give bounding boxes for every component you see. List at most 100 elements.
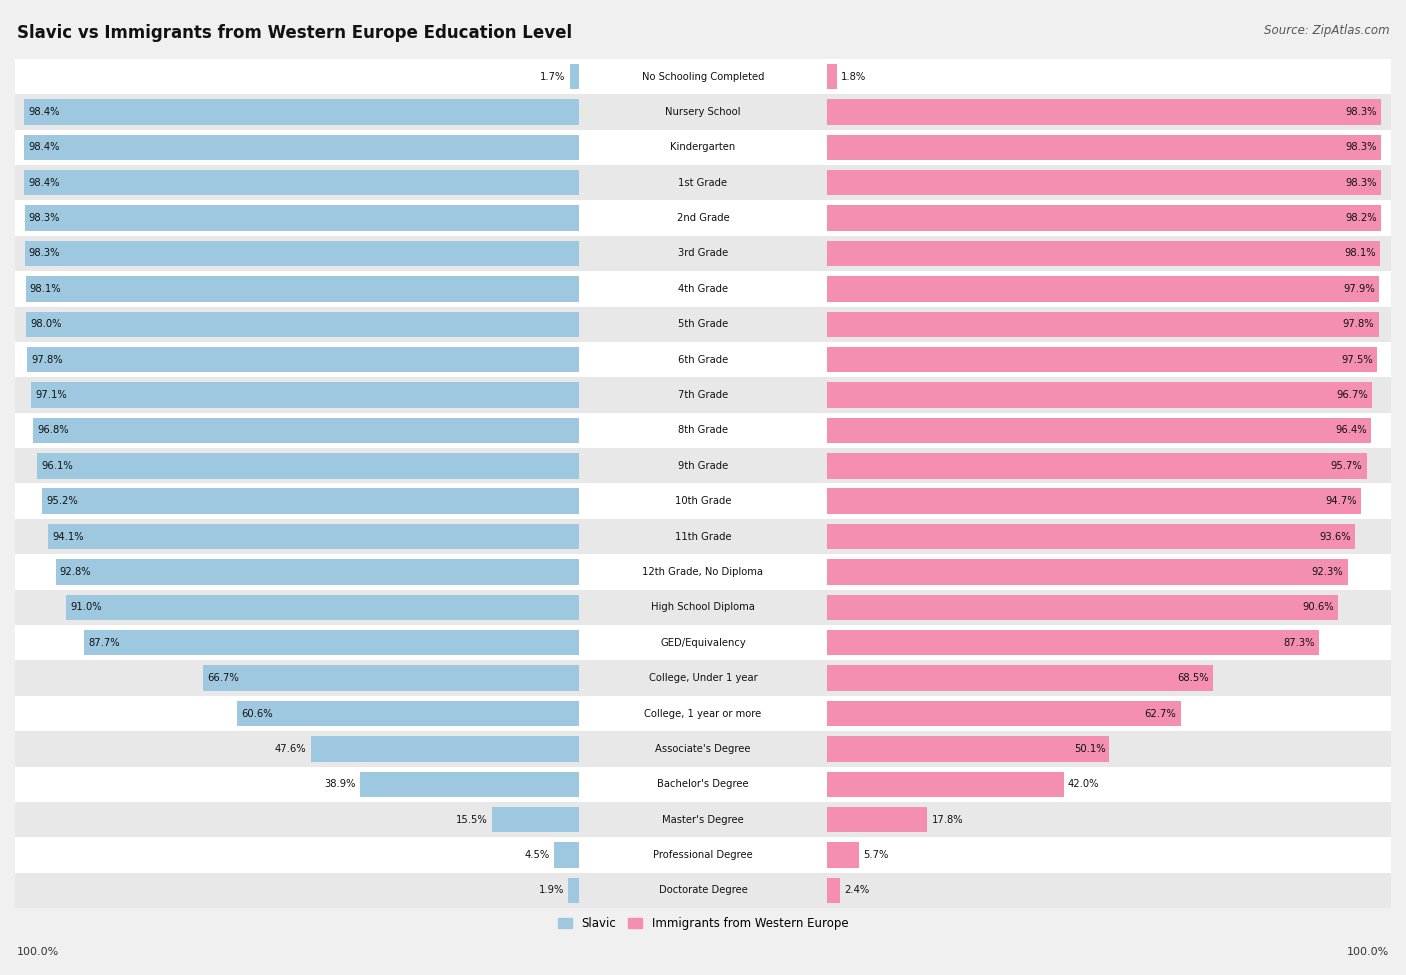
Text: 1.8%: 1.8% (841, 71, 866, 82)
Bar (15, 342, 1391, 377)
Text: 100.0%: 100.0% (17, 948, 59, 957)
Text: 87.3%: 87.3% (1284, 638, 1315, 647)
Bar (827, 701, 1181, 726)
Bar (827, 347, 1376, 372)
Bar (15, 802, 1391, 838)
Bar (24, 170, 579, 195)
Text: 93.6%: 93.6% (1319, 531, 1351, 541)
Bar (15, 519, 1391, 554)
Bar (48, 524, 579, 549)
Bar (827, 453, 1367, 479)
Text: 97.1%: 97.1% (35, 390, 67, 400)
Text: Slavic vs Immigrants from Western Europe Education Level: Slavic vs Immigrants from Western Europe… (17, 24, 572, 42)
Text: 95.2%: 95.2% (46, 496, 77, 506)
Text: 4.5%: 4.5% (524, 850, 550, 860)
Text: No Schooling Completed: No Schooling Completed (641, 71, 765, 82)
Bar (24, 135, 579, 160)
Bar (827, 170, 1382, 195)
Bar (15, 731, 1391, 766)
Text: Kindergarten: Kindergarten (671, 142, 735, 152)
Text: 9th Grade: 9th Grade (678, 461, 728, 471)
Text: 91.0%: 91.0% (70, 603, 101, 612)
Text: 68.5%: 68.5% (1178, 673, 1209, 683)
Text: Doctorate Degree: Doctorate Degree (658, 885, 748, 895)
Text: 5th Grade: 5th Grade (678, 319, 728, 330)
Bar (554, 842, 579, 868)
Bar (15, 165, 1391, 201)
Text: 66.7%: 66.7% (207, 673, 239, 683)
Bar (15, 271, 1391, 306)
Bar (827, 595, 1339, 620)
Bar (360, 771, 579, 797)
Bar (238, 701, 579, 726)
Text: Bachelor's Degree: Bachelor's Degree (657, 779, 749, 790)
Legend: Slavic, Immigrants from Western Europe: Slavic, Immigrants from Western Europe (553, 912, 853, 934)
Text: 2nd Grade: 2nd Grade (676, 214, 730, 223)
Bar (569, 63, 579, 90)
Text: 47.6%: 47.6% (274, 744, 307, 754)
Bar (15, 58, 1391, 95)
Text: 17.8%: 17.8% (931, 815, 963, 825)
Text: 1.9%: 1.9% (538, 885, 564, 895)
Bar (827, 878, 841, 903)
Bar (827, 630, 1319, 655)
Bar (827, 736, 1109, 761)
Text: Master's Degree: Master's Degree (662, 815, 744, 825)
Text: 60.6%: 60.6% (242, 709, 273, 719)
Text: Source: ZipAtlas.com: Source: ZipAtlas.com (1264, 24, 1389, 37)
Text: 97.8%: 97.8% (31, 355, 63, 365)
Bar (34, 417, 579, 444)
Bar (15, 696, 1391, 731)
Bar (827, 99, 1382, 125)
Bar (827, 63, 837, 90)
Text: 1.7%: 1.7% (540, 71, 565, 82)
Text: 4th Grade: 4th Grade (678, 284, 728, 293)
Text: 92.8%: 92.8% (59, 567, 91, 577)
Bar (827, 312, 1379, 337)
Text: 15.5%: 15.5% (456, 815, 488, 825)
Text: 1st Grade: 1st Grade (679, 177, 727, 188)
Text: 10th Grade: 10th Grade (675, 496, 731, 506)
Text: 90.6%: 90.6% (1302, 603, 1334, 612)
Bar (15, 130, 1391, 165)
Bar (15, 377, 1391, 412)
Text: 98.2%: 98.2% (1346, 214, 1376, 223)
Bar (492, 807, 579, 833)
Bar (15, 412, 1391, 449)
Text: Nursery School: Nursery School (665, 107, 741, 117)
Bar (827, 842, 859, 868)
Text: 97.5%: 97.5% (1341, 355, 1372, 365)
Text: 98.3%: 98.3% (28, 249, 60, 258)
Bar (25, 276, 579, 301)
Bar (37, 453, 579, 479)
Text: 98.3%: 98.3% (1346, 177, 1378, 188)
Text: 98.4%: 98.4% (28, 142, 59, 152)
Bar (311, 736, 579, 761)
Text: 11th Grade: 11th Grade (675, 531, 731, 541)
Bar (827, 417, 1371, 444)
Bar (827, 135, 1382, 160)
Bar (24, 241, 579, 266)
Text: 98.1%: 98.1% (30, 284, 62, 293)
Bar (827, 382, 1372, 408)
Text: 12th Grade, No Diploma: 12th Grade, No Diploma (643, 567, 763, 577)
Bar (827, 771, 1064, 797)
Bar (15, 201, 1391, 236)
Bar (15, 448, 1391, 484)
Bar (568, 878, 579, 903)
Text: High School Diploma: High School Diploma (651, 603, 755, 612)
Text: 98.3%: 98.3% (1346, 107, 1378, 117)
Text: GED/Equivalency: GED/Equivalency (661, 638, 745, 647)
Text: 87.7%: 87.7% (89, 638, 120, 647)
Bar (827, 276, 1379, 301)
Text: 3rd Grade: 3rd Grade (678, 249, 728, 258)
Bar (15, 660, 1391, 696)
Text: 97.8%: 97.8% (1343, 319, 1375, 330)
Bar (66, 595, 579, 620)
Bar (15, 95, 1391, 130)
Bar (56, 560, 579, 585)
Text: 98.3%: 98.3% (1346, 142, 1378, 152)
Text: 96.1%: 96.1% (41, 461, 73, 471)
Text: 7th Grade: 7th Grade (678, 390, 728, 400)
Text: 2.4%: 2.4% (845, 885, 870, 895)
